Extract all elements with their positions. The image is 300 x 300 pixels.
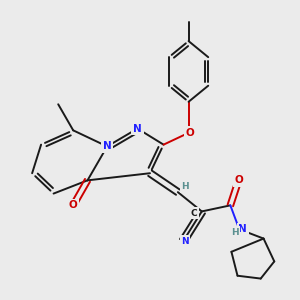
Text: O: O: [69, 200, 78, 210]
Text: N: N: [238, 224, 247, 234]
Text: N: N: [133, 124, 142, 134]
Text: C: C: [190, 209, 197, 218]
Text: H: H: [231, 228, 239, 237]
Text: H: H: [181, 182, 189, 191]
Text: O: O: [234, 176, 243, 185]
Text: O: O: [186, 128, 195, 138]
Text: N: N: [103, 141, 112, 152]
Text: N: N: [181, 237, 189, 246]
